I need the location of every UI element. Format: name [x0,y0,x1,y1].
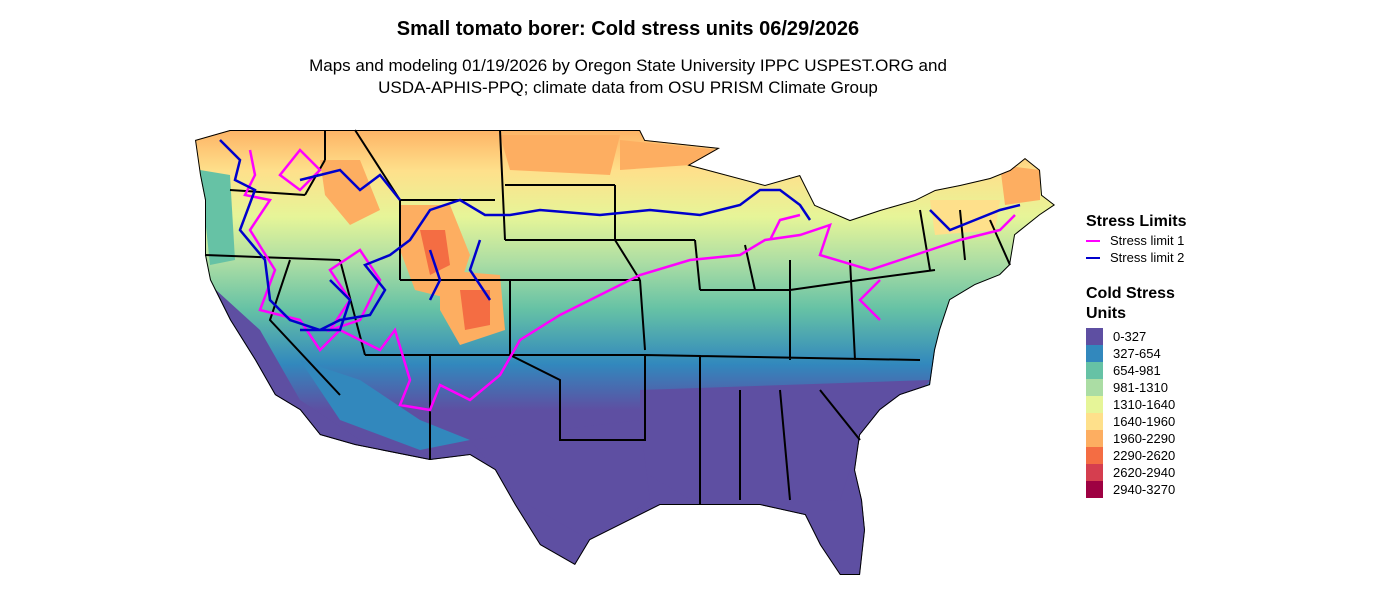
legend-label: 981-1310 [1113,380,1168,395]
cold-stress-units-legend-title: Cold Stress Units [1086,284,1226,324]
legend-label: 1640-1960 [1113,414,1176,429]
stress-limit-1-swatch [1086,239,1100,242]
legend-title-line-1: Cold Stress [1086,285,1175,302]
legend-label: 327-654 [1113,346,1161,361]
stress-limits-legend-title: Stress Limits [1086,213,1187,230]
legend-swatch [1086,481,1103,498]
legend-item: 0-327 [1086,328,1226,345]
legend-label: 1310-1640 [1113,397,1176,412]
legend-label: 0-327 [1113,329,1147,344]
stress-limit-2-label: Stress limit 2 [1110,250,1185,265]
legend-item: 2940-3270 [1086,481,1226,498]
stress-limit-1-item: Stress limit 1 [1086,232,1186,249]
legend-swatch [1086,396,1103,413]
cold-stress-units-legend: Cold Stress Units 0-327 327-654 654-981 981… [1086,284,1226,498]
stress-limit-2-item: Stress limit 2 [1086,249,1186,266]
legend-item: 981-1310 [1086,379,1226,396]
stress-limit-1-label: Stress limit 1 [1110,233,1185,248]
stress-limit-2-swatch [1086,256,1100,259]
legend-swatch [1086,413,1103,430]
subtitle-line-2: USDA-APHIS-PPQ; climate data from OSU PR… [378,78,878,97]
legend-swatch [1086,345,1103,362]
stress-contours [219,139,1021,412]
legend-title-line-2: Units [1086,305,1126,322]
legend-swatch [1086,430,1103,447]
legend-swatch [1086,328,1103,345]
legend-swatch [1086,362,1103,379]
legend-item: 2620-2940 [1086,464,1226,481]
stress-limit-1-contour [243,148,1016,412]
legend-swatch [1086,464,1103,481]
cold-stress-units-list: 0-327 327-654 654-981 981-1310 1310-1640 1640… [1086,328,1226,498]
legend-label: 654-981 [1113,363,1161,378]
legend-item: 2290-2620 [1086,447,1226,464]
legend-label: 2290-2620 [1113,448,1176,463]
legend-item: 1960-2290 [1086,430,1226,447]
legend-item: 1310-1640 [1086,396,1226,413]
map-subtitle: Maps and modeling 01/19/2026 by Oregon S… [0,55,1256,99]
legend-item: 1640-1960 [1086,413,1226,430]
legend-label: 2940-3270 [1113,482,1176,497]
subtitle-line-1: Maps and modeling 01/19/2026 by Oregon S… [309,56,947,75]
legend-swatch [1086,447,1103,464]
legend-swatch [1086,379,1103,396]
legend-label: 1960-2290 [1113,431,1176,446]
legend-label: 2620-2940 [1113,465,1176,480]
map-title: Small tomato borer: Cold stress units 06… [396,18,860,40]
legend-item: 327-654 [1086,345,1226,362]
stress-limits-legend: Stress Limits Stress limit 1 Stress limi… [1086,212,1186,266]
stress-limit-2-contour [219,139,1021,332]
legend-item: 654-981 [1086,362,1226,379]
